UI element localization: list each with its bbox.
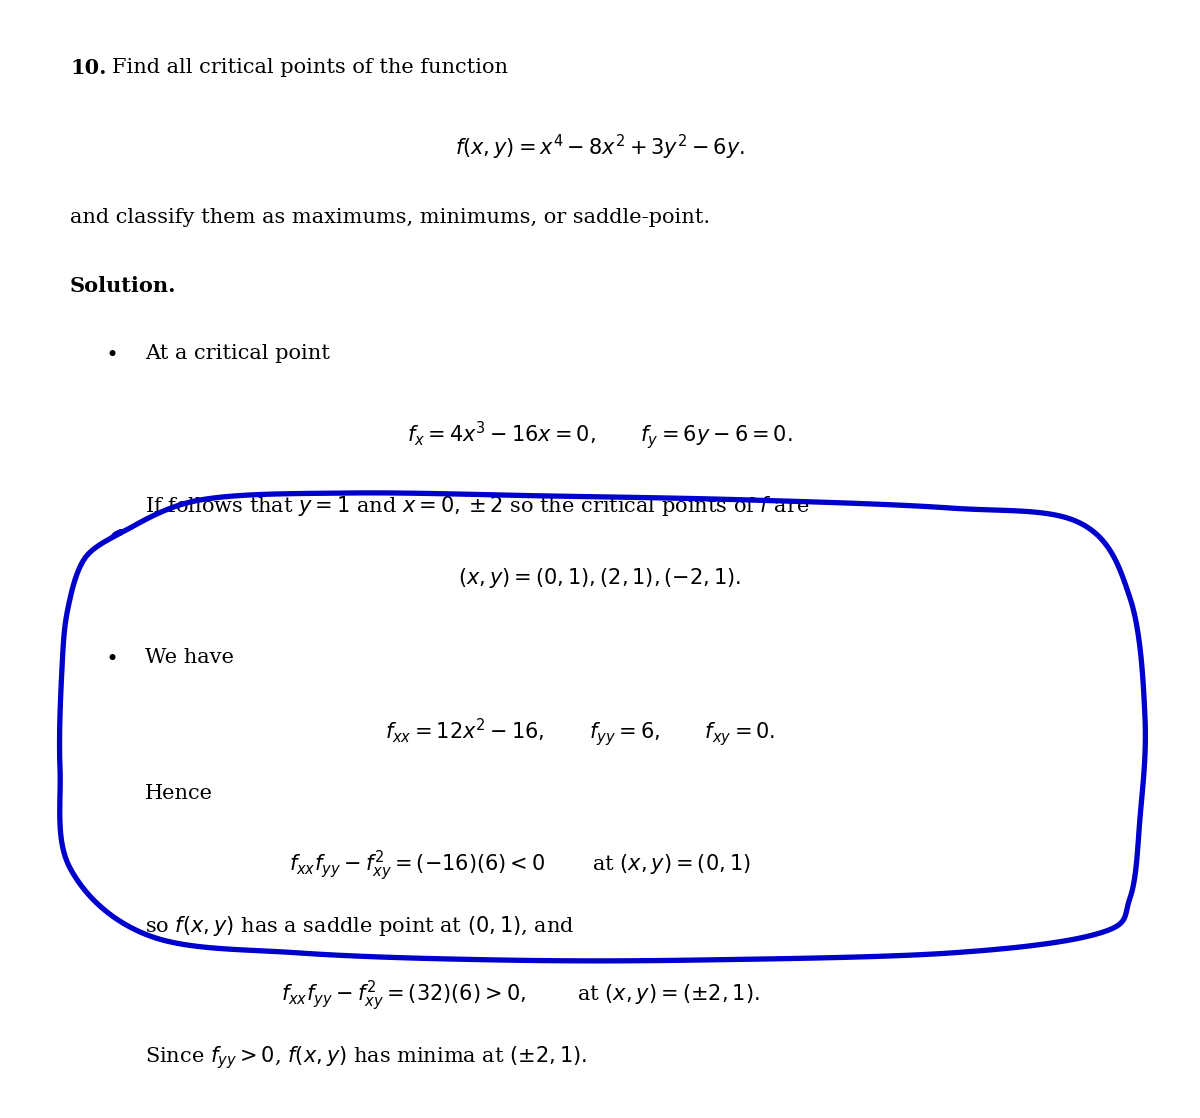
Text: $\bullet$: $\bullet$	[106, 648, 116, 667]
Text: 10.: 10.	[70, 58, 107, 78]
Text: $f_{xx} = 12x^2 - 16, \qquad f_{yy} = 6, \qquad f_{xy} = 0.$: $f_{xx} = 12x^2 - 16, \qquad f_{yy} = 6,…	[385, 716, 775, 748]
Text: Solution.: Solution.	[70, 276, 176, 296]
Text: $f_{xx}f_{yy} - f_{xy}^2 = (32)(6) > 0, \qquad$ at $(x, y) = (\pm 2, 1).$: $f_{xx}f_{yy} - f_{xy}^2 = (32)(6) > 0, …	[281, 979, 760, 1013]
Text: If follows that $y = 1$ and $x = 0, \pm 2$ so the critical points of $f$ are: If follows that $y = 1$ and $x = 0, \pm …	[145, 494, 810, 518]
Text: $(x, y) = (0, 1), (2, 1), (-2, 1).$: $(x, y) = (0, 1), (2, 1), (-2, 1).$	[458, 566, 742, 590]
Text: $f_{xx}f_{yy} - f_{xy}^2 = (-16)(6) < 0 \qquad$ at $(x, y) = (0, 1)$: $f_{xx}f_{yy} - f_{xy}^2 = (-16)(6) < 0 …	[289, 849, 751, 883]
Text: Find all critical points of the function: Find all critical points of the function	[112, 58, 508, 77]
Text: Hence: Hence	[145, 784, 214, 803]
Text: We have: We have	[145, 648, 234, 667]
Text: and classify them as maximums, minimums, or saddle-point.: and classify them as maximums, minimums,…	[70, 208, 710, 227]
Text: $\bullet$: $\bullet$	[106, 344, 116, 363]
Text: so $f(x, y)$ has a saddle point at $(0, 1)$, and: so $f(x, y)$ has a saddle point at $(0, …	[145, 915, 575, 938]
Text: $f_x = 4x^3 - 16x = 0, \qquad f_y = 6y - 6 = 0.$: $f_x = 4x^3 - 16x = 0, \qquad f_y = 6y -…	[407, 419, 793, 451]
Text: At a critical point: At a critical point	[145, 344, 330, 363]
Text: $f(x, y) = x^4 - 8x^2 + 3y^2 - 6y.$: $f(x, y) = x^4 - 8x^2 + 3y^2 - 6y.$	[455, 133, 745, 162]
Text: Since $f_{yy} > 0$, $f(x, y)$ has minima at $(\pm 2, 1).$: Since $f_{yy} > 0$, $f(x, y)$ has minima…	[145, 1044, 587, 1071]
